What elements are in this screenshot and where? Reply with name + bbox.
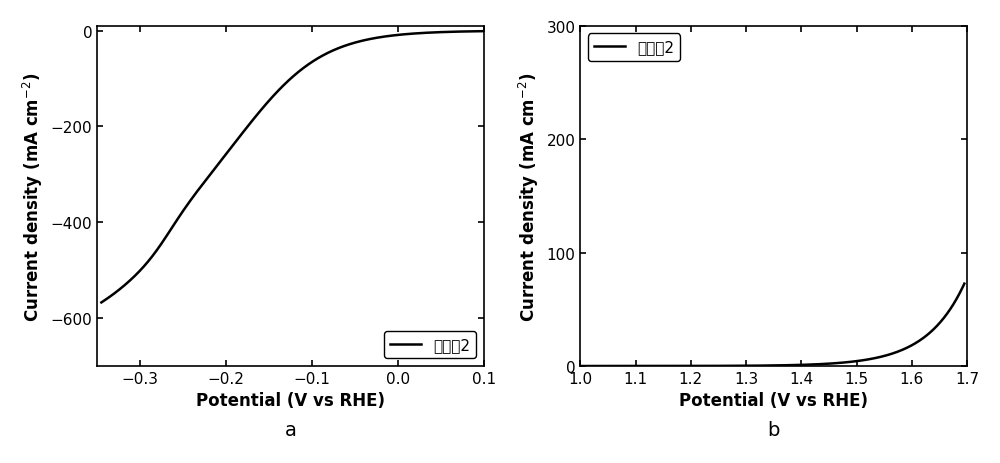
Y-axis label: Current density (mA cm$^{-2}$): Current density (mA cm$^{-2}$) xyxy=(21,72,45,321)
Legend: 实施例2: 实施例2 xyxy=(588,34,680,62)
Y-axis label: Current density (mA cm$^{-2}$): Current density (mA cm$^{-2}$) xyxy=(517,72,541,321)
X-axis label: Potential (V vs RHE): Potential (V vs RHE) xyxy=(196,392,385,410)
Legend: 实施例2: 实施例2 xyxy=(384,332,476,358)
Text: a: a xyxy=(285,420,296,439)
X-axis label: Potential (V vs RHE): Potential (V vs RHE) xyxy=(679,392,868,410)
Text: b: b xyxy=(768,420,780,439)
